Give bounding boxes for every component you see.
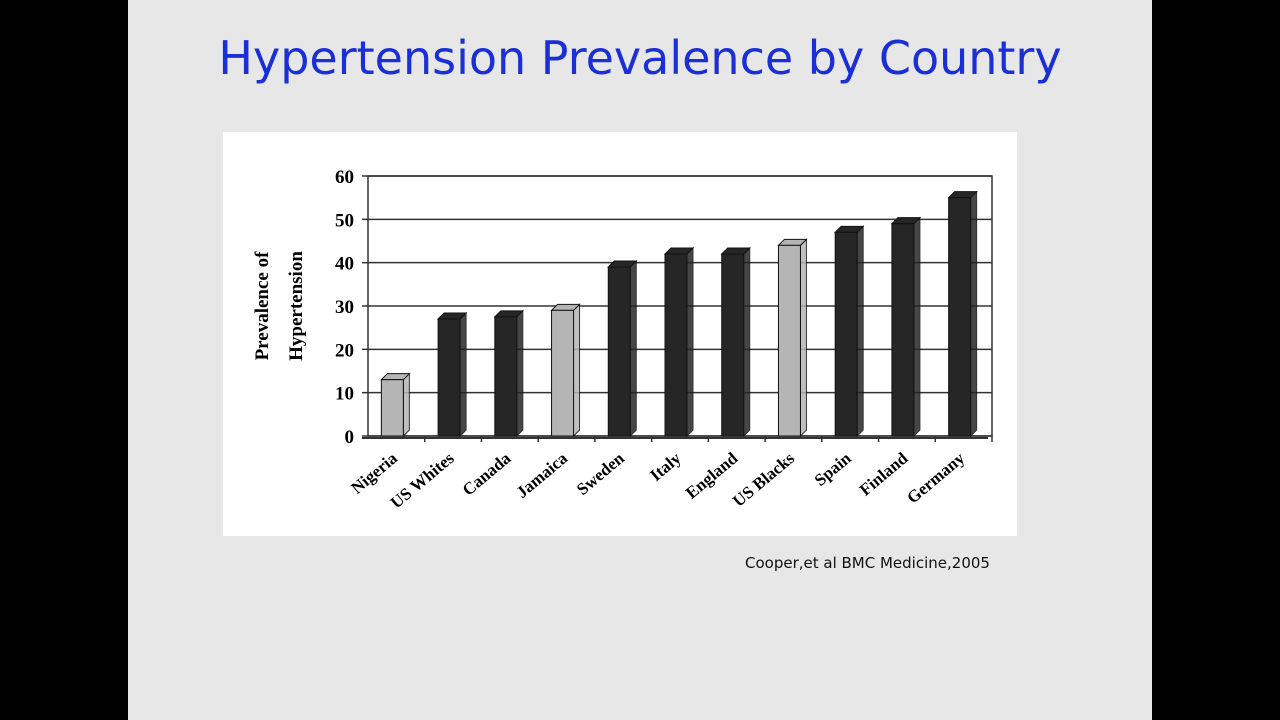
y-tick-label: 50 [335,210,354,231]
bar-side [402,372,410,438]
bar [437,318,461,437]
bar [664,253,688,437]
bar [948,197,972,437]
y-tick-label: 60 [335,167,354,188]
y-tick-label: 10 [335,384,354,405]
bar-side [970,190,978,438]
bar-side [686,246,694,438]
y-tick-label: 20 [335,340,354,361]
y-tick-label: 30 [335,297,354,318]
bar [777,244,801,437]
y-axis-title-line: Prevalence of [252,251,273,361]
y-tick-label: 0 [345,427,355,448]
bar-side [913,216,921,438]
source-note: Cooper,et al BMC Medicine,2005 [745,554,990,572]
bar [834,231,858,437]
bar [494,316,518,437]
bar-side [856,225,864,438]
bar-side [516,309,524,438]
bar-side [743,246,751,438]
bar [551,309,575,437]
y-tick-label: 40 [335,254,354,275]
bar [721,253,745,437]
bar-side [629,259,637,438]
bar-side [459,311,467,438]
y-axis-title: Prevalence of Hypertension [252,251,307,361]
bar [891,223,915,437]
bar [380,379,404,437]
y-axis-title-line: Hypertension [286,251,307,361]
chart-title: Hypertension Prevalence by Country [218,31,1061,85]
bar-side [573,303,581,438]
bar-side [799,238,807,438]
bar [607,266,631,437]
